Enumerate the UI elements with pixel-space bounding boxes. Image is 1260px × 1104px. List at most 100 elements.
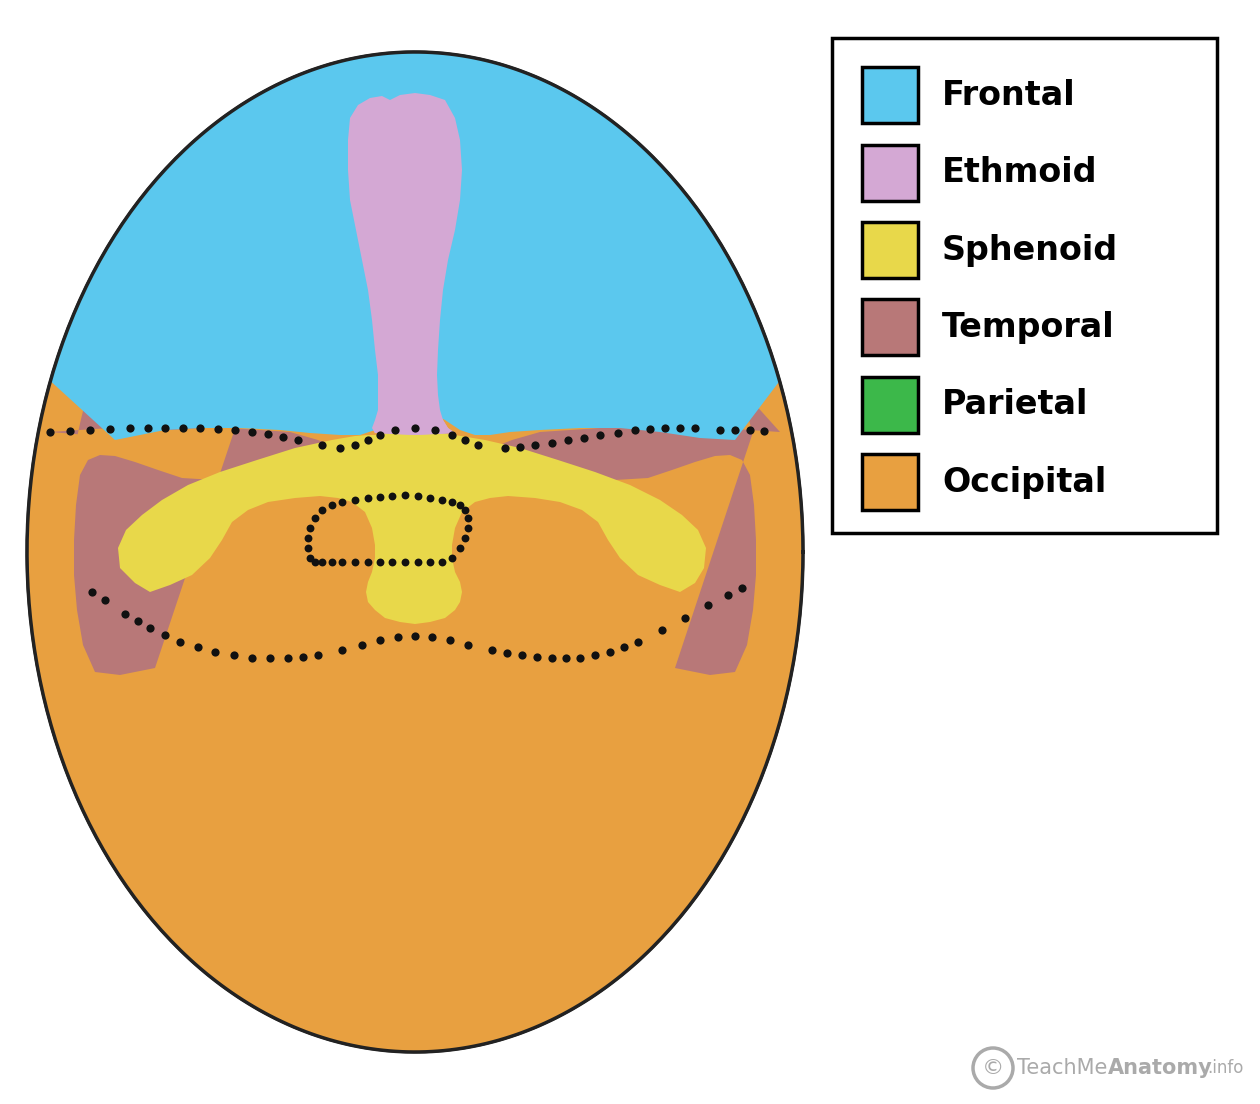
Point	[278, 649, 299, 667]
Point	[542, 434, 562, 452]
Point	[305, 553, 325, 571]
Polygon shape	[26, 341, 803, 1052]
Point	[394, 486, 415, 503]
Point	[330, 439, 350, 457]
Point	[422, 628, 442, 646]
Point	[440, 631, 460, 649]
Point	[94, 591, 115, 608]
Point	[442, 549, 462, 566]
Point	[358, 553, 378, 571]
Point	[300, 549, 320, 566]
Ellipse shape	[26, 52, 803, 1052]
Point	[205, 644, 226, 661]
FancyBboxPatch shape	[862, 67, 919, 124]
Point	[137, 420, 158, 437]
Point	[753, 422, 774, 439]
Point	[455, 501, 475, 519]
Point	[455, 432, 475, 449]
Point	[382, 487, 402, 505]
Point	[625, 421, 645, 438]
Polygon shape	[118, 429, 706, 624]
Point	[718, 586, 738, 604]
Point	[467, 436, 488, 454]
Point	[556, 649, 576, 667]
Point	[305, 509, 325, 527]
Point	[512, 646, 532, 664]
Point	[404, 420, 425, 437]
Point	[675, 609, 696, 627]
Polygon shape	[50, 107, 343, 675]
Polygon shape	[348, 93, 462, 435]
Polygon shape	[348, 93, 462, 435]
Point	[258, 425, 278, 443]
FancyBboxPatch shape	[862, 299, 919, 355]
Point	[457, 636, 478, 654]
Point	[709, 421, 730, 438]
Point	[242, 649, 262, 667]
Point	[170, 634, 190, 651]
Point	[420, 489, 440, 507]
Point	[590, 426, 610, 444]
Point	[432, 553, 452, 571]
Point	[408, 487, 428, 505]
Point	[173, 420, 193, 437]
Point	[190, 420, 210, 437]
FancyBboxPatch shape	[862, 145, 919, 201]
Point	[394, 553, 415, 571]
Point	[525, 436, 546, 454]
Point	[345, 491, 365, 509]
Point	[82, 583, 102, 601]
Point	[425, 421, 445, 438]
Point	[457, 519, 478, 537]
Point	[120, 420, 140, 437]
Point	[273, 428, 294, 446]
Point	[627, 634, 648, 651]
Text: TeachMe: TeachMe	[1017, 1058, 1108, 1078]
FancyBboxPatch shape	[862, 376, 919, 433]
Text: Frontal: Frontal	[942, 78, 1076, 112]
Point	[312, 501, 333, 519]
Text: Temporal: Temporal	[942, 311, 1115, 344]
Point	[297, 529, 318, 546]
Point	[370, 426, 391, 444]
Point	[115, 605, 135, 623]
Point	[698, 596, 718, 614]
Point	[450, 539, 470, 556]
Point	[223, 646, 243, 664]
Text: .info: .info	[1207, 1059, 1244, 1078]
Point	[289, 432, 309, 449]
Point	[345, 553, 365, 571]
Point	[404, 627, 425, 645]
Polygon shape	[40, 63, 343, 434]
Point	[312, 436, 333, 454]
Point	[640, 421, 660, 438]
Point	[297, 539, 318, 556]
Point	[510, 437, 530, 455]
Point	[345, 436, 365, 454]
Point	[455, 529, 475, 546]
Point	[495, 439, 515, 457]
Point	[442, 426, 462, 444]
Point	[242, 423, 262, 440]
Point	[670, 420, 690, 437]
Point	[127, 612, 147, 629]
Point	[450, 496, 470, 513]
Point	[370, 488, 391, 506]
Point	[60, 422, 81, 439]
Polygon shape	[488, 107, 780, 675]
Point	[188, 638, 208, 656]
Point	[614, 638, 634, 656]
Point	[457, 509, 478, 527]
FancyBboxPatch shape	[862, 222, 919, 278]
Point	[408, 553, 428, 571]
Point	[331, 641, 352, 659]
Point	[331, 553, 352, 571]
Point	[573, 428, 593, 446]
Point	[208, 421, 228, 438]
Point	[358, 432, 378, 449]
Point	[79, 421, 100, 438]
Point	[140, 619, 160, 637]
Point	[432, 491, 452, 509]
Polygon shape	[488, 63, 790, 434]
Point	[300, 519, 320, 537]
